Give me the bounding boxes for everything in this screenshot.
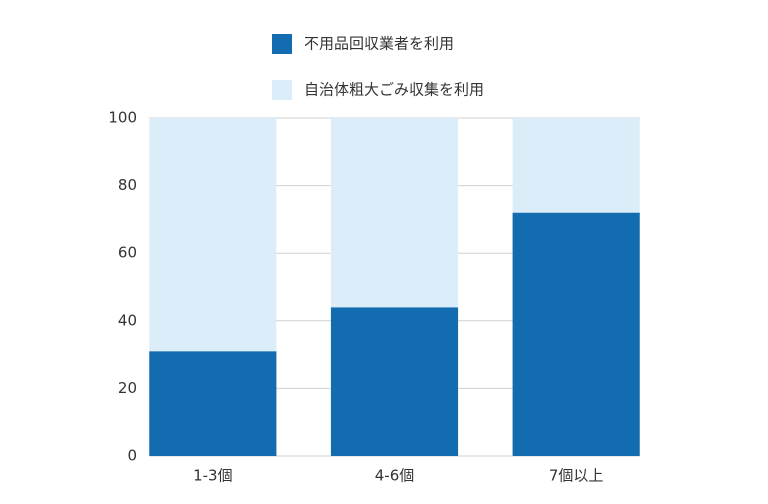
y-tick-label: 80 <box>118 176 137 194</box>
bar-segment <box>330 118 459 308</box>
y-tick-label: 40 <box>118 311 137 329</box>
legend-swatch <box>272 34 292 54</box>
y-tick-label: 20 <box>118 379 137 397</box>
bar-segment <box>149 118 277 352</box>
y-tick-label: 100 <box>108 109 137 127</box>
legend-label: 不用品回収業者を利用 <box>304 35 454 53</box>
y-tick-label: 60 <box>118 244 137 262</box>
x-tick-label: 7個以上 <box>549 467 604 485</box>
x-tick-label: 4-6個 <box>375 467 415 485</box>
bar-segment <box>512 118 640 213</box>
bar-segment <box>149 351 277 456</box>
legend-label: 自治体粗大ごみ収集を利用 <box>304 81 484 99</box>
legend-swatch <box>272 80 292 100</box>
x-tick-label: 1-3個 <box>193 467 233 485</box>
y-tick-label: 0 <box>127 447 137 465</box>
bar-segment <box>330 307 459 456</box>
bar-segment <box>512 212 640 456</box>
